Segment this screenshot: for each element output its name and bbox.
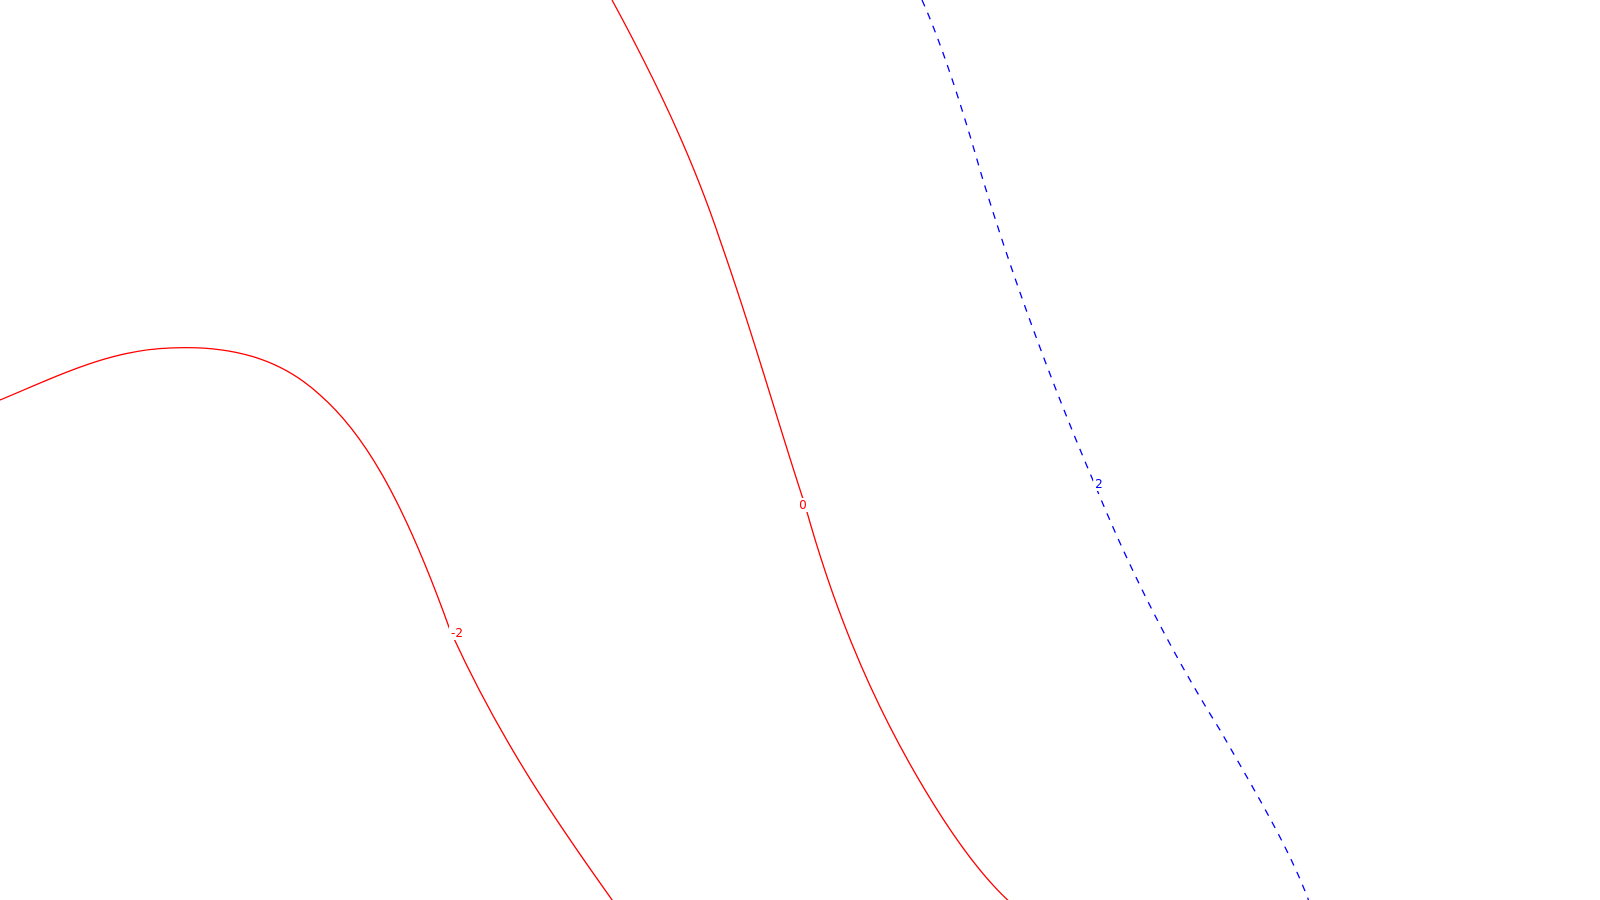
contour-label-2: 2: [1095, 477, 1103, 491]
contour-label-minus-2: -2: [451, 626, 463, 640]
contour-label-0: 0: [799, 498, 807, 512]
contour-line-minus-2: [0, 346, 613, 900]
contour-label-background: [449, 626, 465, 640]
contour-label-background: [1093, 477, 1105, 491]
contour-label-background: [797, 498, 809, 512]
